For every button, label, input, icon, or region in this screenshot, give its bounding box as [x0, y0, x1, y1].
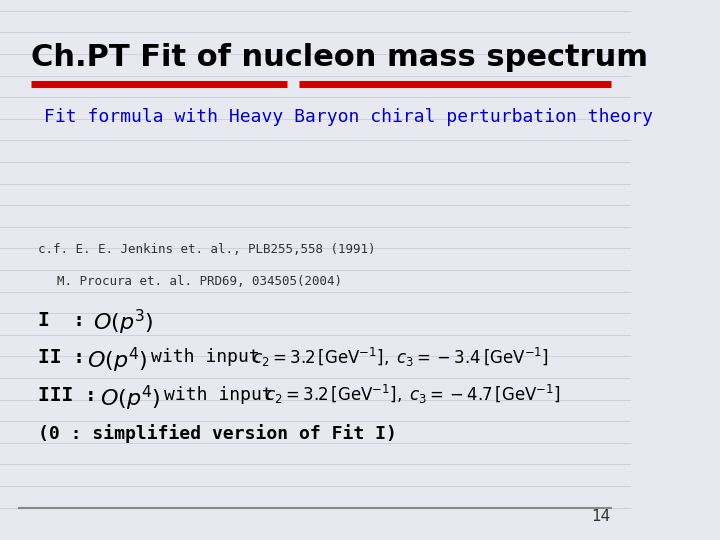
Text: c.f. E. E. Jenkins et. al., PLB255,558 (1991): c.f. E. E. Jenkins et. al., PLB255,558 (…: [37, 243, 375, 256]
Text: III :: III :: [37, 386, 96, 405]
Text: 14: 14: [592, 509, 611, 524]
Text: II :: II :: [37, 348, 85, 367]
Text: $c_2 = 3.2\,[\mathrm{GeV}^{-1}],\; c_3 = -3.4\,[\mathrm{GeV}^{-1}]$: $c_2 = 3.2\,[\mathrm{GeV}^{-1}],\; c_3 =…: [252, 346, 549, 369]
Text: $O(p^3)$: $O(p^3)$: [93, 308, 154, 337]
Text: (0 : simplified version of Fit I): (0 : simplified version of Fit I): [37, 424, 397, 443]
Text: I  :: I :: [37, 310, 85, 329]
Text: M. Procura et. al. PRD69, 034505(2004): M. Procura et. al. PRD69, 034505(2004): [57, 275, 342, 288]
Text: $O(p^4)$: $O(p^4)$: [99, 383, 160, 413]
Text: with input: with input: [151, 348, 260, 366]
Text: with input: with input: [163, 386, 273, 404]
Text: $O(p^4)$: $O(p^4)$: [87, 346, 148, 375]
Text: $c_2 = 3.2\,[\mathrm{GeV}^{-1}],\; c_3 = -4.7\,[\mathrm{GeV}^{-1}]$: $c_2 = 3.2\,[\mathrm{GeV}^{-1}],\; c_3 =…: [264, 383, 560, 407]
Text: Ch.PT Fit of nucleon mass spectrum: Ch.PT Fit of nucleon mass spectrum: [32, 43, 649, 72]
Text: Fit formula with Heavy Baryon chiral perturbation theory: Fit formula with Heavy Baryon chiral per…: [44, 108, 653, 126]
